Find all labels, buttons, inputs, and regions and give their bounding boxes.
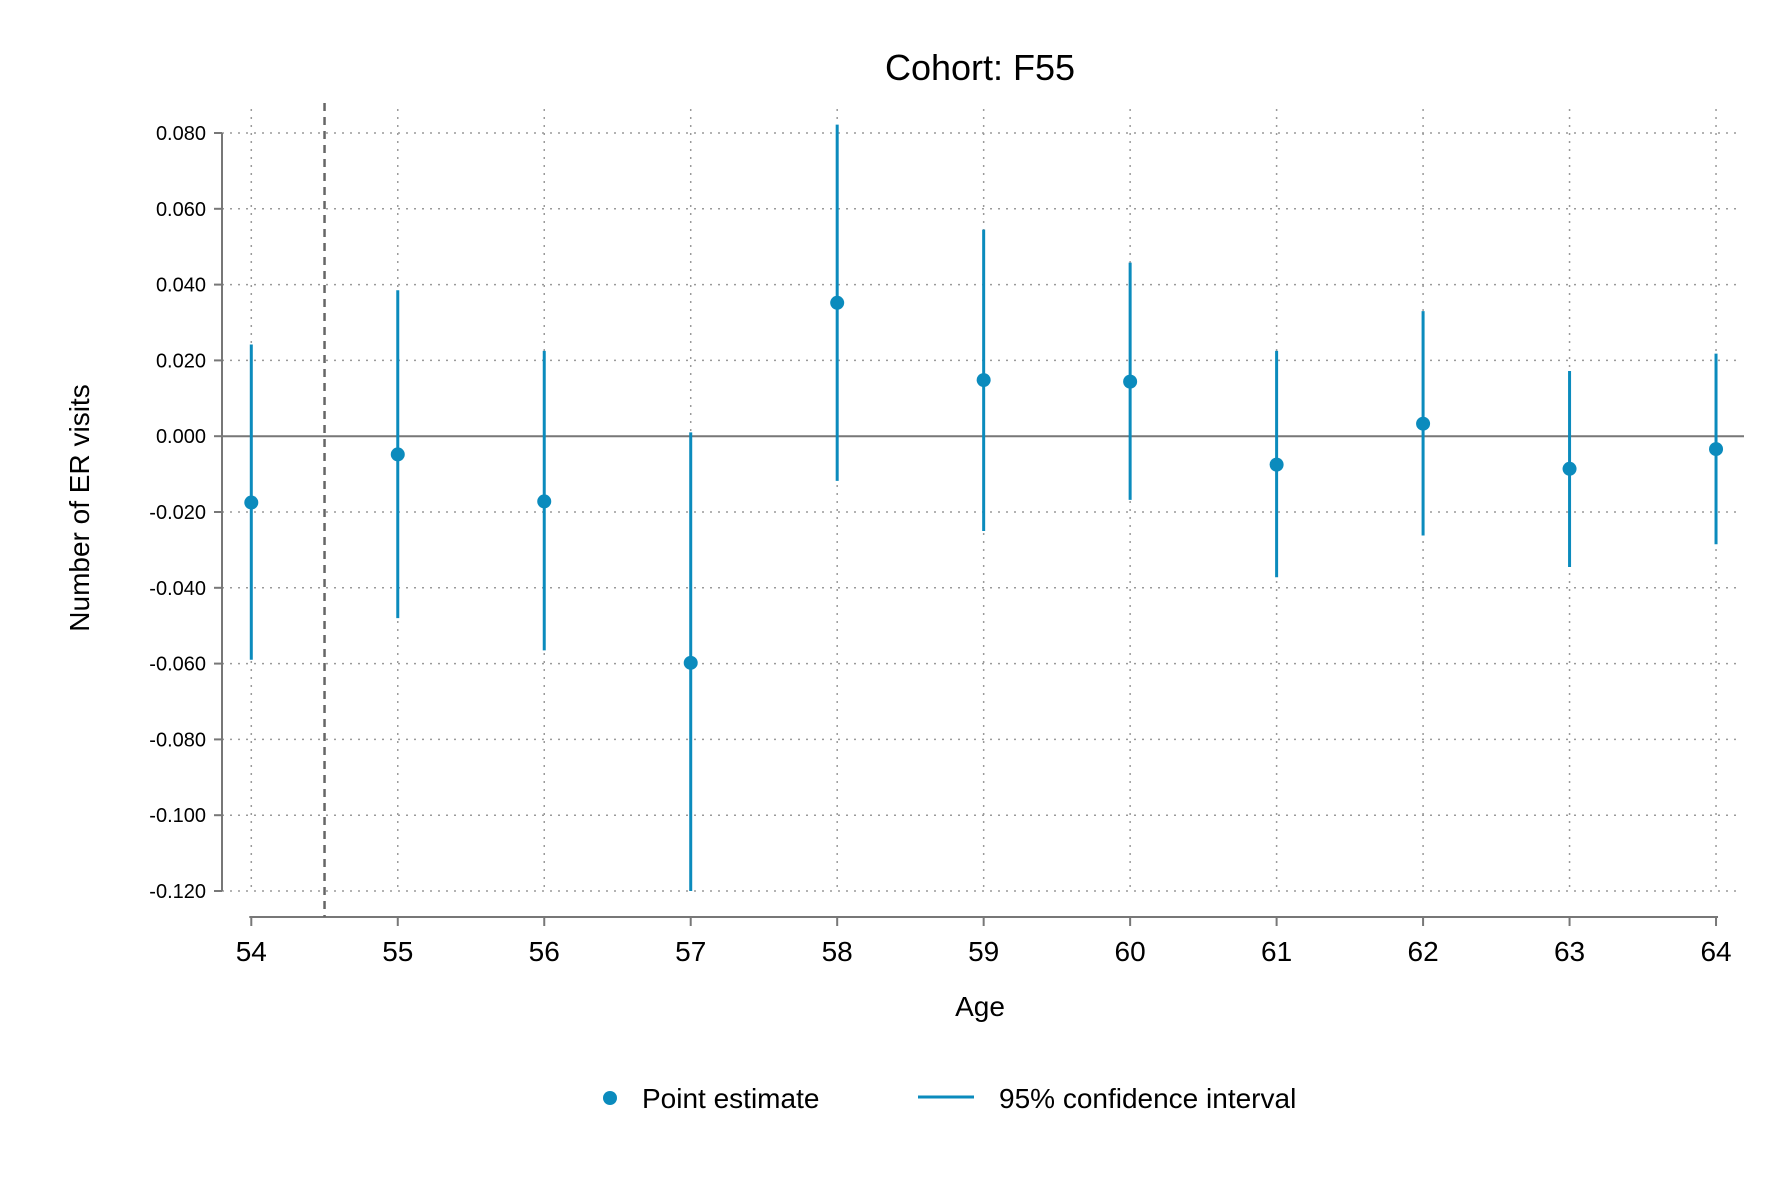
y-tick-label: 0.060 <box>156 199 206 221</box>
point-estimate <box>976 373 991 388</box>
y-tick-label: -0.080 <box>149 729 206 751</box>
y-tick-label: 0.020 <box>156 350 206 372</box>
x-tick-label: 64 <box>1700 936 1731 967</box>
y-tick-label: 0.000 <box>156 426 206 448</box>
y-tick-label: -0.120 <box>149 881 206 903</box>
point-estimate <box>390 447 405 462</box>
x-axis-label: Age <box>955 991 1005 1022</box>
point-estimate <box>830 295 845 310</box>
axis-layer: 0.080 0.060 0.040 0.020 0.000 -0.020 -0.040 -0.… <box>149 123 1731 967</box>
x-tick-label: 60 <box>1115 936 1146 967</box>
y-tick-label: 0.040 <box>156 275 206 297</box>
y-tick-label: -0.100 <box>149 805 206 827</box>
point-estimate <box>1562 461 1577 476</box>
y-tick-label: -0.040 <box>149 578 206 600</box>
point-estimate <box>1709 442 1724 457</box>
y-tick-label: -0.020 <box>149 502 206 524</box>
point-estimate <box>537 494 552 509</box>
x-tick-label: 57 <box>675 936 706 967</box>
y-tick-label: -0.060 <box>149 654 206 676</box>
x-tick-label: 56 <box>529 936 560 967</box>
x-tick-label: 55 <box>382 936 413 967</box>
point-estimate <box>1416 416 1431 431</box>
legend: Point estimate 95% confidence interval <box>603 1083 1296 1114</box>
point-estimate <box>1123 374 1138 389</box>
grid-layer <box>222 109 1742 892</box>
data-layer <box>222 103 1744 917</box>
x-tick-label: 62 <box>1408 936 1439 967</box>
x-tick-label: 63 <box>1554 936 1585 967</box>
x-tick-label: 61 <box>1261 936 1292 967</box>
x-tick-label: 59 <box>968 936 999 967</box>
x-tick-label: 54 <box>236 936 267 967</box>
legend-point-label: Point estimate <box>642 1083 819 1114</box>
legend-ci-label: 95% confidence interval <box>999 1083 1296 1114</box>
point-estimate <box>1269 457 1284 472</box>
legend-point-marker <box>603 1091 617 1105</box>
point-estimate <box>244 495 259 510</box>
chart-title: Cohort: F55 <box>885 47 1075 88</box>
x-tick-label: 58 <box>822 936 853 967</box>
y-axis-label: Number of ER visits <box>64 384 95 631</box>
point-estimate <box>683 655 698 670</box>
y-tick-label: 0.080 <box>156 123 206 145</box>
